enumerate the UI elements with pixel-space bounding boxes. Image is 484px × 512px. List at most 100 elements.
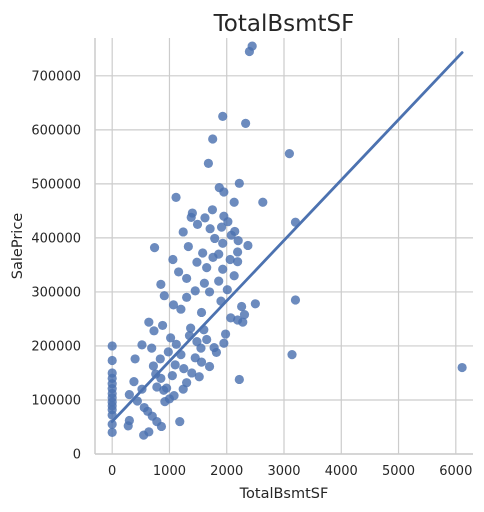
data-point [149,243,160,253]
data-point [284,149,294,159]
data-point [194,372,204,382]
data-point [199,278,209,288]
data-point [239,310,250,320]
data-point [166,333,176,343]
x-tick-label: 6000 [439,464,472,479]
data-point [186,212,196,222]
data-point [229,271,239,281]
data-point [258,197,268,207]
grid-lines [95,38,473,455]
data-point [190,286,200,296]
data-point [171,339,181,349]
data-point [130,354,140,364]
y-tick-label: 400000 [31,231,81,246]
regression-line-group [110,51,464,423]
data-point [210,233,220,244]
data-point [214,276,224,286]
data-point [220,329,231,339]
data-point [192,257,202,267]
data-point [244,46,255,57]
data-point [209,342,219,353]
data-point [129,377,139,387]
data-point [192,219,203,229]
data-point [178,384,188,394]
data-point [160,396,170,407]
x-tick-label: 1000 [153,464,186,479]
data-point [169,391,179,401]
data-point [226,230,236,240]
data-point [290,295,301,305]
data-point [149,326,159,336]
data-point [204,361,215,372]
data-point [137,340,147,350]
data-point [233,235,243,246]
x-tick-label: 5000 [382,464,415,479]
data-point [124,389,134,400]
data-point [233,247,243,257]
data-point [175,416,185,427]
axes [94,38,473,455]
data-point [123,421,133,431]
data-point [233,257,243,267]
data-point [208,134,218,144]
data-point [155,354,165,364]
data-point [202,263,212,273]
y-tick-label: 100000 [31,393,81,408]
data-point [200,213,210,223]
data-point [205,224,215,234]
y-tick-label: 300000 [31,285,81,300]
data-point [241,118,251,128]
data-point [234,178,244,188]
data-point [204,287,215,297]
data-point [179,364,189,374]
data-point [144,317,154,327]
data-point [208,252,218,262]
x-axis-label: TotalBsmtSF [239,486,329,502]
data-point [107,419,117,429]
data-point [107,427,117,437]
data-point [178,227,188,237]
data-point [223,217,233,227]
data-point [219,187,229,197]
x-tick-label: 2000 [210,464,243,479]
tick-labels: 0 1000 2000 3000 4000 5000 6000 0 100000 200000 30… [31,69,472,479]
data-point [198,248,208,258]
data-point [202,334,212,345]
data-point [170,360,180,370]
data-point [168,300,179,310]
data-point [225,254,235,265]
data-point [152,382,162,392]
data-point [157,320,168,331]
data-point [203,158,213,168]
data-point [182,292,192,302]
data-point [250,299,260,309]
data-point [147,343,157,353]
data-point [207,205,218,215]
data-point [187,368,197,378]
data-point [156,279,166,289]
y-tick-label: 700000 [31,69,81,84]
data-point [218,238,228,248]
data-point [219,338,229,348]
data-point [159,385,169,395]
data-point [159,291,169,301]
data-point [186,323,196,333]
data-point [196,307,207,318]
data-point [243,240,253,251]
data-point [238,317,248,327]
data-point [218,111,228,121]
y-axis-label: SalePrice [10,213,26,279]
data-point [237,301,247,312]
data-point [218,264,228,274]
regression-line [110,51,464,423]
data-point [156,421,167,432]
data-point [167,371,177,381]
data-point [148,361,159,371]
data-point [287,349,297,360]
data-point [196,357,207,367]
data-point [168,254,178,265]
data-point [107,341,117,351]
data-point [182,273,192,284]
data-point [222,285,232,295]
